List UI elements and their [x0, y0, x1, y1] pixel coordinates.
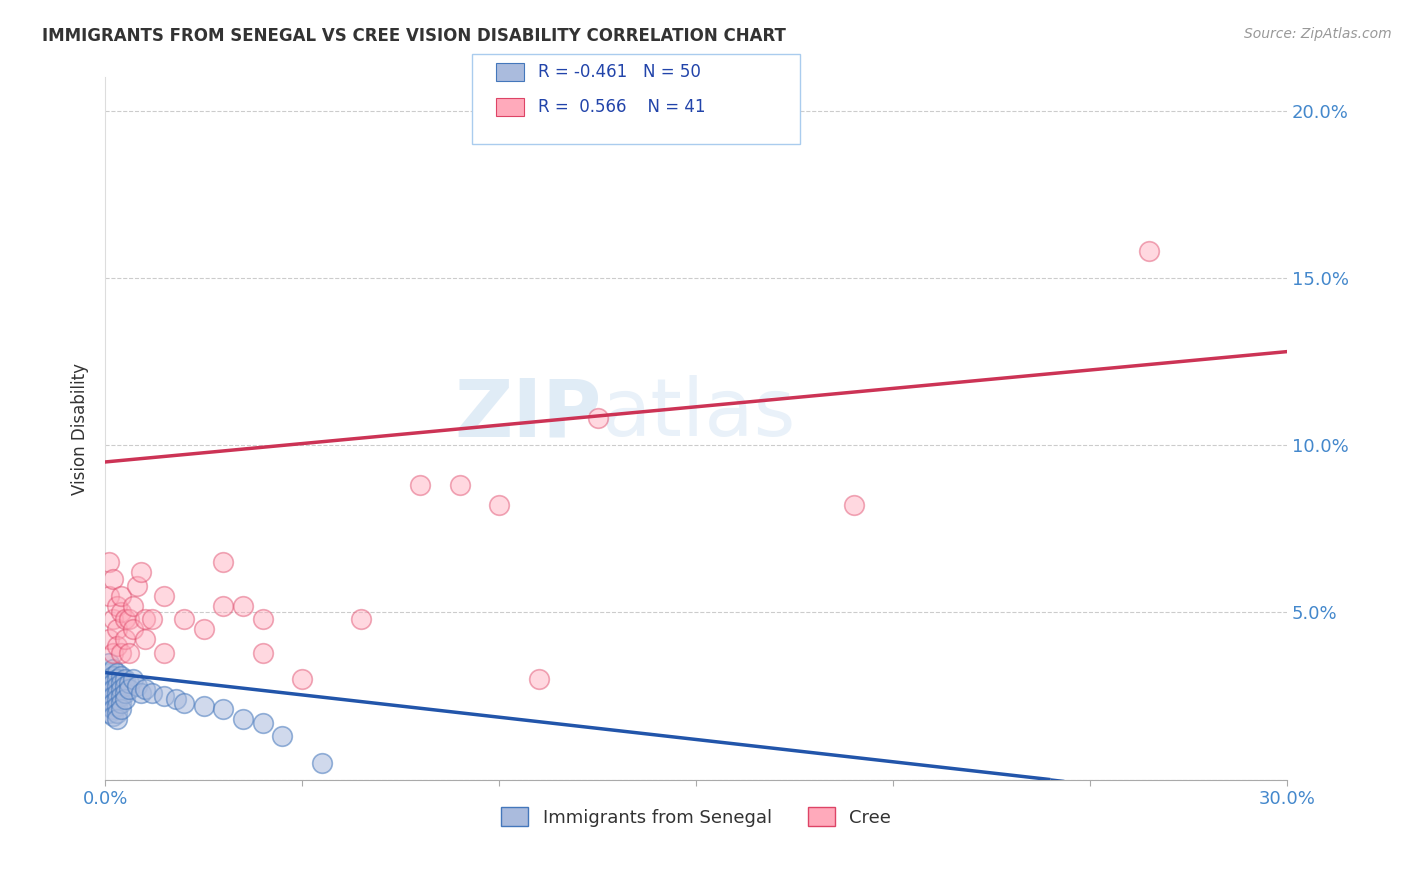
Point: [105, 679, 128, 693]
Y-axis label: Vision Disability: Vision Disability: [72, 362, 89, 494]
Point: [105, 622, 128, 636]
Point: [105, 686, 128, 700]
Point: [105, 599, 128, 613]
Point: [252, 612, 274, 626]
Point: [129, 686, 152, 700]
Point: [110, 589, 132, 603]
Point: [101, 675, 124, 690]
Point: [105, 665, 128, 680]
Text: R = -0.461   N = 50: R = -0.461 N = 50: [538, 63, 702, 81]
Point: [98, 555, 121, 569]
Point: [134, 682, 156, 697]
Point: [110, 675, 132, 690]
Point: [101, 709, 124, 723]
Point: [232, 599, 254, 613]
Point: [141, 686, 163, 700]
Point: [153, 646, 176, 660]
Point: [173, 696, 195, 710]
Point: [153, 589, 176, 603]
Point: [114, 679, 136, 693]
Point: [105, 639, 128, 653]
Point: [141, 612, 163, 626]
Point: [101, 662, 124, 676]
Point: [114, 673, 136, 687]
Point: [311, 756, 333, 770]
Point: [101, 612, 124, 626]
Point: [232, 713, 254, 727]
Point: [105, 713, 128, 727]
Point: [101, 572, 124, 586]
Point: [98, 656, 121, 670]
Point: [105, 706, 128, 720]
Point: [350, 612, 373, 626]
Point: [110, 702, 132, 716]
Point: [105, 692, 128, 706]
Point: [121, 599, 143, 613]
Point: [98, 632, 121, 647]
Point: [98, 706, 121, 720]
Point: [101, 682, 124, 697]
Legend: Immigrants from Senegal, Cree: Immigrants from Senegal, Cree: [494, 800, 898, 834]
Point: [110, 689, 132, 703]
Point: [488, 499, 510, 513]
Point: [98, 589, 121, 603]
Point: [114, 686, 136, 700]
Point: [114, 612, 136, 626]
Point: [110, 646, 132, 660]
Point: [98, 673, 121, 687]
Text: R =  0.566    N = 41: R = 0.566 N = 41: [538, 98, 706, 116]
Point: [1137, 244, 1160, 259]
Point: [409, 478, 432, 492]
Point: [173, 612, 195, 626]
Text: IMMIGRANTS FROM SENEGAL VS CREE VISION DISABILITY CORRELATION CHART: IMMIGRANTS FROM SENEGAL VS CREE VISION D…: [42, 27, 786, 45]
Point: [527, 673, 550, 687]
Point: [842, 499, 865, 513]
Point: [98, 692, 121, 706]
Point: [193, 622, 215, 636]
Point: [252, 715, 274, 730]
Point: [114, 632, 136, 647]
Point: [153, 689, 176, 703]
Point: [212, 702, 235, 716]
Point: [134, 612, 156, 626]
Point: [114, 692, 136, 706]
Point: [121, 622, 143, 636]
Point: [110, 682, 132, 697]
Point: [252, 646, 274, 660]
Point: [101, 669, 124, 683]
Point: [134, 632, 156, 647]
Point: [125, 679, 148, 693]
Point: [101, 646, 124, 660]
Point: [98, 665, 121, 680]
Point: [98, 686, 121, 700]
Point: [165, 692, 187, 706]
Point: [193, 699, 215, 714]
Point: [125, 579, 148, 593]
Point: [118, 646, 141, 660]
Point: [121, 673, 143, 687]
Point: [110, 696, 132, 710]
Point: [586, 411, 609, 425]
Point: [98, 699, 121, 714]
Text: ZIP: ZIP: [454, 376, 602, 453]
Point: [101, 702, 124, 716]
Point: [449, 478, 471, 492]
Point: [271, 729, 294, 743]
Point: [110, 669, 132, 683]
Point: [101, 689, 124, 703]
Point: [101, 696, 124, 710]
Point: [105, 673, 128, 687]
Text: Source: ZipAtlas.com: Source: ZipAtlas.com: [1244, 27, 1392, 41]
Text: atlas: atlas: [602, 376, 796, 453]
Point: [118, 675, 141, 690]
Point: [291, 673, 314, 687]
Point: [212, 599, 235, 613]
Point: [118, 612, 141, 626]
Point: [118, 682, 141, 697]
Point: [110, 606, 132, 620]
Point: [212, 555, 235, 569]
Point: [98, 679, 121, 693]
Point: [105, 699, 128, 714]
Point: [129, 566, 152, 580]
